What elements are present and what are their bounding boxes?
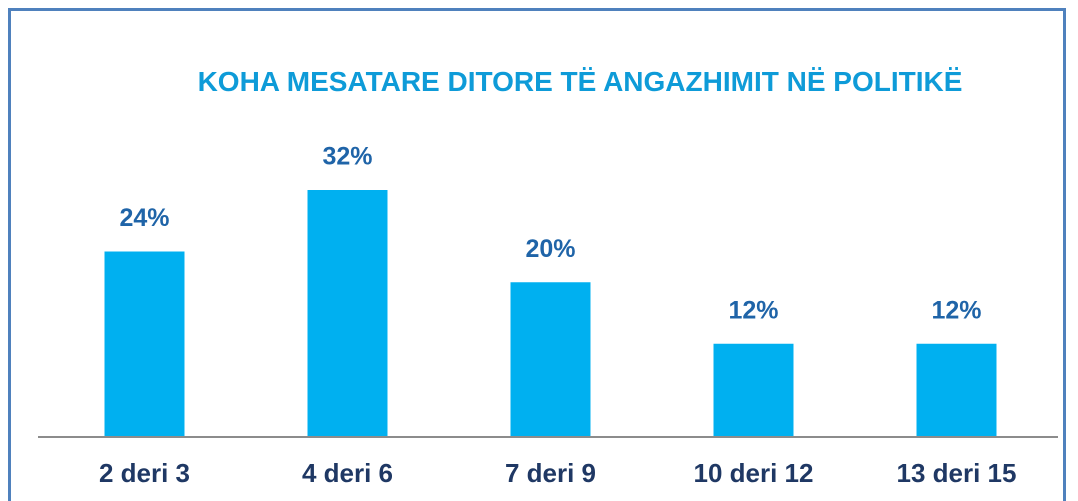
x-tick-label: 4 deri 6 <box>302 458 393 488</box>
bar <box>916 343 997 436</box>
value-label: 24% <box>119 204 169 232</box>
chart-title: KOHA MESATARE DITORE TË ANGAZHIMIT NË PO… <box>197 66 963 97</box>
value-label: 20% <box>525 235 575 263</box>
x-tick-label: 10 deri 12 <box>694 458 814 488</box>
bar <box>307 190 388 436</box>
bar <box>104 251 185 436</box>
x-tick-label: 13 deri 15 <box>897 458 1017 488</box>
bar <box>713 343 794 436</box>
value-label: 12% <box>728 296 778 324</box>
frame <box>8 8 1066 501</box>
value-label: 32% <box>322 143 372 171</box>
x-tick-label: 2 deri 3 <box>99 458 190 488</box>
bar <box>510 282 591 436</box>
value-label: 12% <box>931 296 981 324</box>
x-tick-label: 7 deri 9 <box>505 458 596 488</box>
